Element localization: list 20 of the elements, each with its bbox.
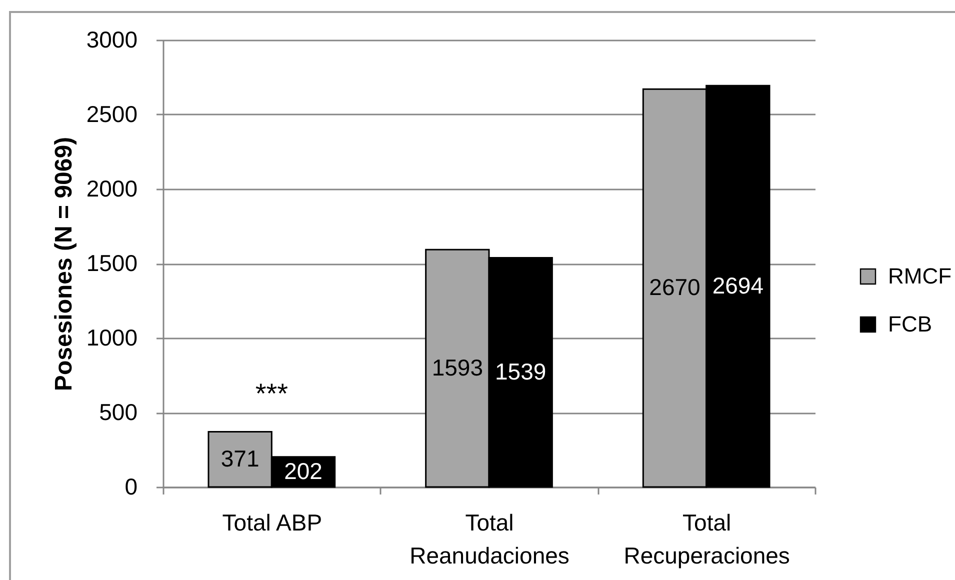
y-axis-title: Posesiones (N = 9069) [50,136,78,392]
y-tick-label: 1000 [86,324,138,350]
data-label: 1539 [495,358,546,384]
data-label: 202 [284,458,322,484]
y-tick-label: 0 [124,474,138,500]
legend-label: RMCF [888,264,952,288]
y-tick-label: 2500 [86,101,138,127]
x-tick-label: Total Reanudaciones [410,510,570,568]
data-label: 2670 [649,274,700,300]
data-label: 2694 [712,272,764,298]
y-tick-label: 3000 [86,26,138,52]
legend-label: FCB [888,312,932,336]
x-tick-label: Total ABP [222,510,322,536]
x-tick-label: Total Recuperaciones [624,510,790,568]
y-tick-label: 500 [99,399,138,425]
y-tick-label: 2000 [86,176,138,202]
annotation: *** [255,378,288,409]
data-label: 371 [220,445,260,472]
data-label: 1593 [432,354,483,380]
y-tick-label: 1500 [86,250,138,276]
